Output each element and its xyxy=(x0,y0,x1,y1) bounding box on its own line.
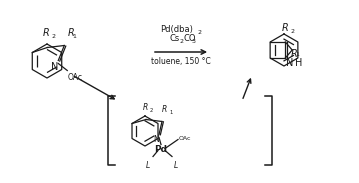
Text: 2: 2 xyxy=(290,29,294,34)
Text: 2: 2 xyxy=(51,35,55,40)
Text: OAc: OAc xyxy=(67,72,82,81)
Text: 1: 1 xyxy=(72,35,76,40)
Text: L: L xyxy=(174,160,178,169)
Text: 1: 1 xyxy=(169,109,172,115)
Text: N: N xyxy=(286,58,294,68)
Text: Pd: Pd xyxy=(154,145,168,154)
Text: L: L xyxy=(146,160,150,169)
Text: toluene, 150 °C: toluene, 150 °C xyxy=(151,57,211,66)
Text: 2: 2 xyxy=(180,39,184,44)
Text: R: R xyxy=(43,29,50,38)
Text: 3: 3 xyxy=(192,39,196,44)
Text: Cs: Cs xyxy=(170,34,180,43)
Text: R: R xyxy=(162,104,167,113)
Text: R: R xyxy=(67,29,74,38)
Text: OAc: OAc xyxy=(179,136,191,141)
Text: 1: 1 xyxy=(295,53,299,57)
Text: 2: 2 xyxy=(197,30,201,35)
Text: R: R xyxy=(143,102,148,111)
Text: 2: 2 xyxy=(150,107,153,113)
Text: N: N xyxy=(51,61,58,72)
Text: H: H xyxy=(295,58,303,68)
Text: CO: CO xyxy=(183,34,196,43)
Text: R: R xyxy=(290,49,297,59)
Text: N: N xyxy=(153,135,159,145)
Text: R: R xyxy=(282,23,289,33)
Text: Pd(dba): Pd(dba) xyxy=(160,25,194,34)
